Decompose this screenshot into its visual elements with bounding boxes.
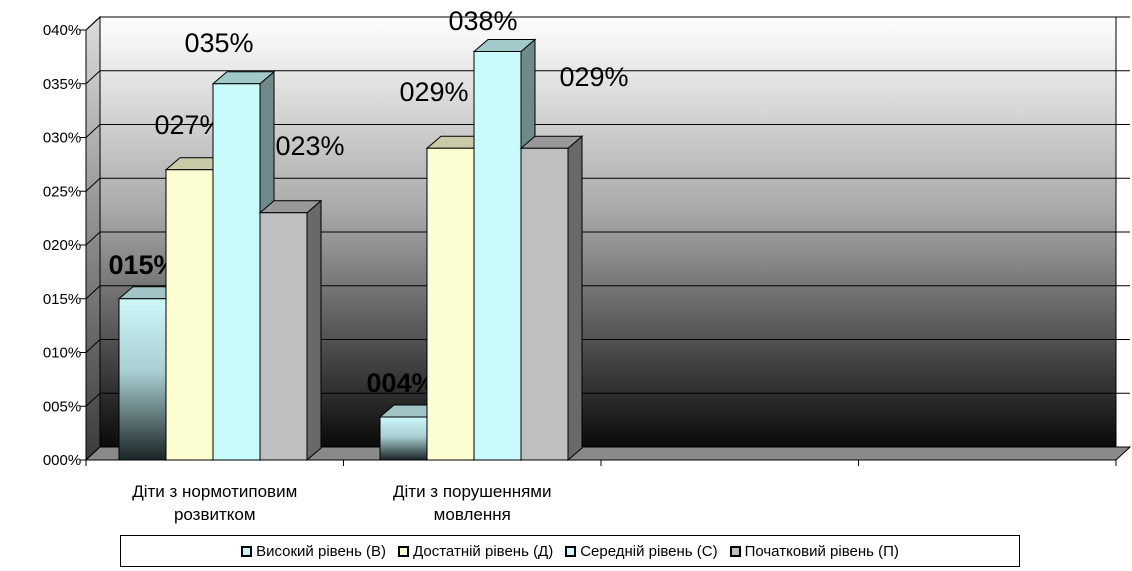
- data-label: 023%: [275, 131, 344, 161]
- bar-side: [567, 135, 583, 462]
- data-label: 004%: [366, 368, 435, 398]
- bar: [259, 212, 308, 461]
- bar-side: [306, 199, 322, 462]
- y-tick-label: 020%: [43, 237, 81, 254]
- gridline: [85, 392, 1130, 407]
- gridline: [85, 231, 1130, 246]
- y-tick-label: 015%: [43, 291, 81, 308]
- x-tick-label: Діти з порушеннями: [393, 482, 552, 501]
- legend-item: Середній рівень (С): [565, 542, 718, 560]
- bar: [473, 51, 522, 461]
- y-tick-label: 005%: [43, 398, 81, 415]
- y-tick-label: 010%: [43, 345, 81, 362]
- y-tick-label: 000%: [43, 452, 81, 469]
- x-tick-label: мовлення: [434, 505, 511, 524]
- bar-chart: 000%005%010%015%020%025%030%035%040%015%…: [43, 6, 1132, 524]
- legend-label: Початковий рівень (П): [744, 542, 899, 560]
- y-tick-label: 040%: [43, 22, 81, 39]
- x-tick-label: розвитком: [174, 505, 256, 524]
- bar: [165, 169, 214, 461]
- gridline: [85, 124, 1130, 138]
- gridline: [85, 16, 1130, 31]
- legend-label: Достатній рівень (Д): [413, 542, 554, 560]
- data-label: 038%: [448, 6, 517, 36]
- x-tick-label: Діти з нормотиповим: [132, 482, 297, 501]
- legend-label: Середній рівень (С): [580, 542, 718, 560]
- data-label: 029%: [559, 62, 628, 92]
- y-tick-label: 035%: [43, 76, 81, 93]
- y-tick-label: 025%: [43, 183, 81, 200]
- data-label: 035%: [184, 28, 253, 58]
- gridline: [85, 177, 1130, 192]
- legend-swatch: [729, 545, 741, 557]
- gridline: [85, 339, 1130, 353]
- bar: [520, 147, 569, 461]
- bar: [212, 83, 261, 461]
- legend-label: Високий рівень (В): [256, 542, 387, 560]
- legend-swatch: [241, 545, 253, 557]
- legend-swatch: [565, 545, 577, 557]
- data-label: 029%: [399, 77, 468, 107]
- y-tick-label: 030%: [43, 130, 81, 147]
- legend-item: Високий рівень (В): [241, 543, 386, 560]
- legend-swatch: [398, 545, 410, 557]
- bar: [379, 416, 428, 461]
- legend: Високий рівень (В) Достатній рівень (Д) Се…: [120, 535, 1020, 567]
- legend-item: Початковий рівень (П): [729, 542, 899, 560]
- data-label: 027%: [154, 110, 223, 140]
- legend-item: Достатній рівень (Д): [398, 543, 553, 560]
- gridline: [85, 70, 1130, 85]
- bar: [426, 147, 475, 461]
- bar: [118, 298, 167, 461]
- gridline: [85, 285, 1130, 300]
